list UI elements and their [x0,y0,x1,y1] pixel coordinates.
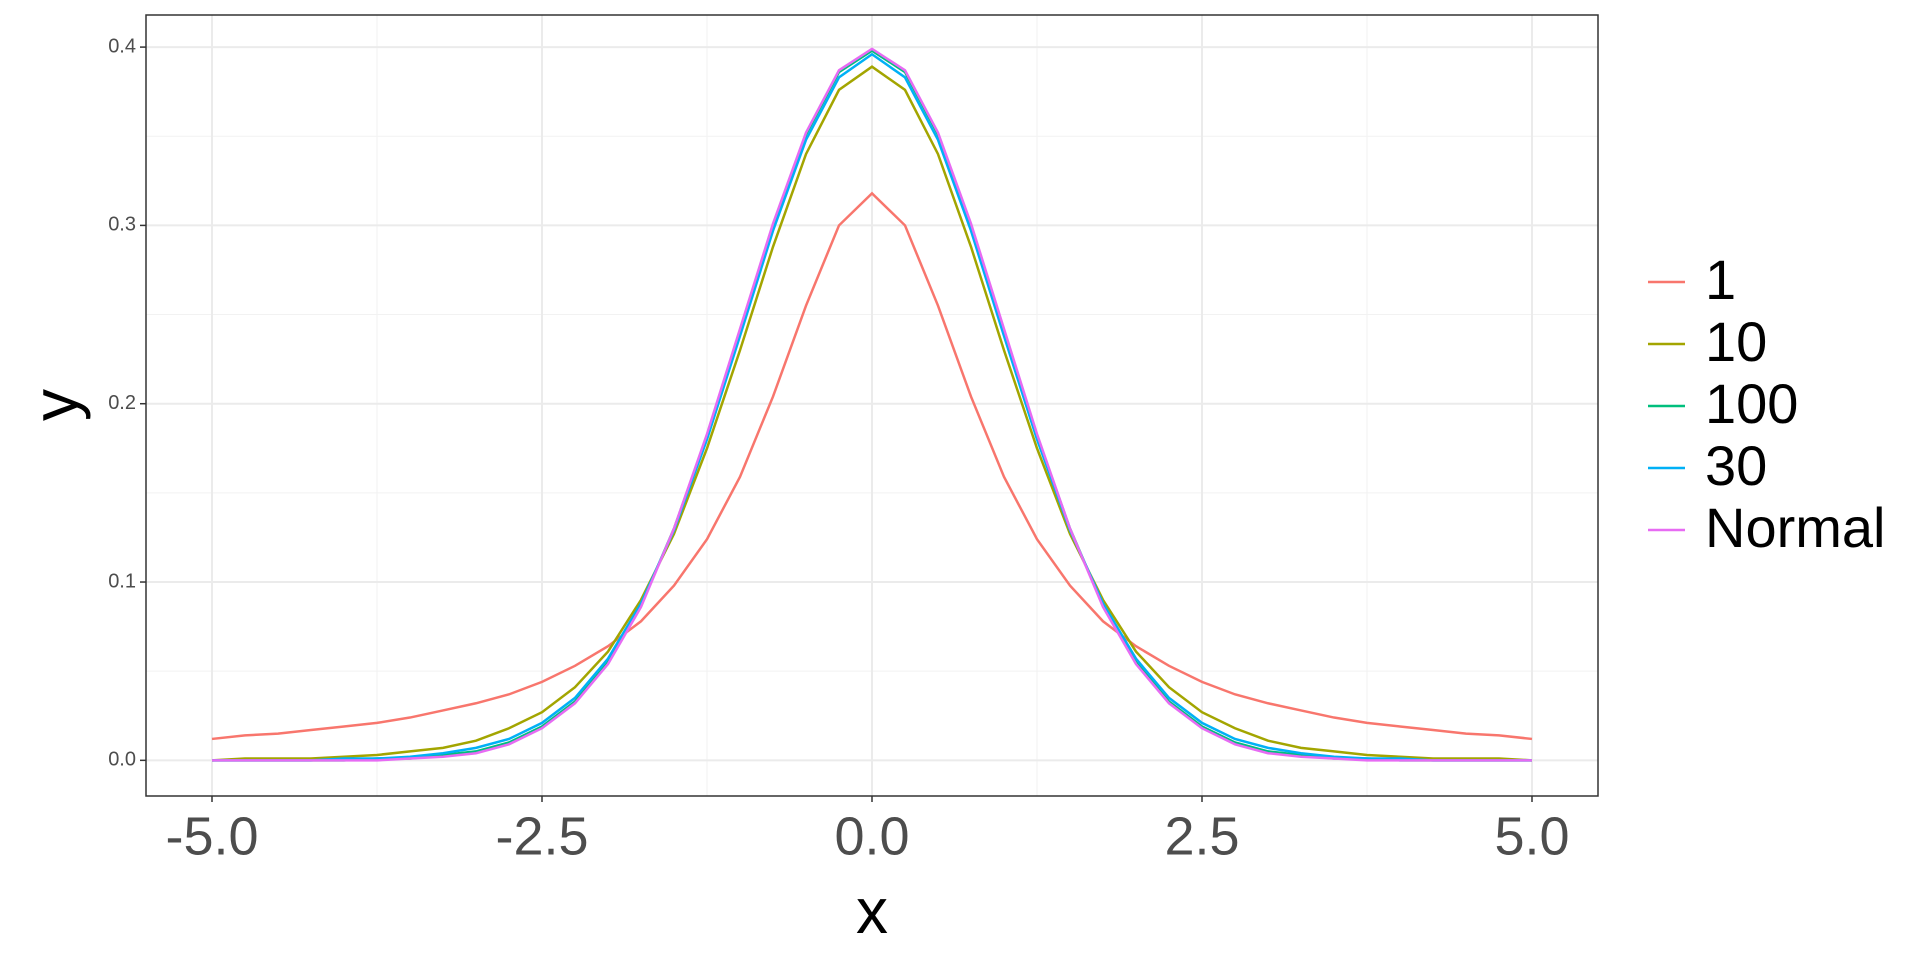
legend-label: 30 [1705,434,1767,497]
series-line [212,47,1532,762]
x-axis-title: x [856,875,888,947]
series-line [211,191,1533,741]
x-tick-label: 5.0 [1494,806,1569,866]
y-tick-label: 0.1 [108,570,136,592]
x-tick-label: -2.5 [495,806,588,866]
x-tick-label: 0.0 [834,806,909,866]
x-tick-label: 2.5 [1164,806,1239,866]
x-tick-label: -5.0 [165,806,258,866]
legend-label: 10 [1705,310,1767,373]
series-line [212,52,1532,762]
series-line [211,65,1533,762]
y-tick-label: 0.3 [108,214,136,236]
legend-label: 100 [1705,372,1798,435]
legend-label: 1 [1705,248,1736,311]
legend-label: Normal [1705,496,1885,559]
y-tick-label: 0.0 [108,749,136,771]
y-axis-title: y [19,389,91,421]
y-tick-label: 0.4 [108,35,136,57]
panel-border [145,14,1599,797]
y-tick-label: 0.2 [108,392,136,414]
